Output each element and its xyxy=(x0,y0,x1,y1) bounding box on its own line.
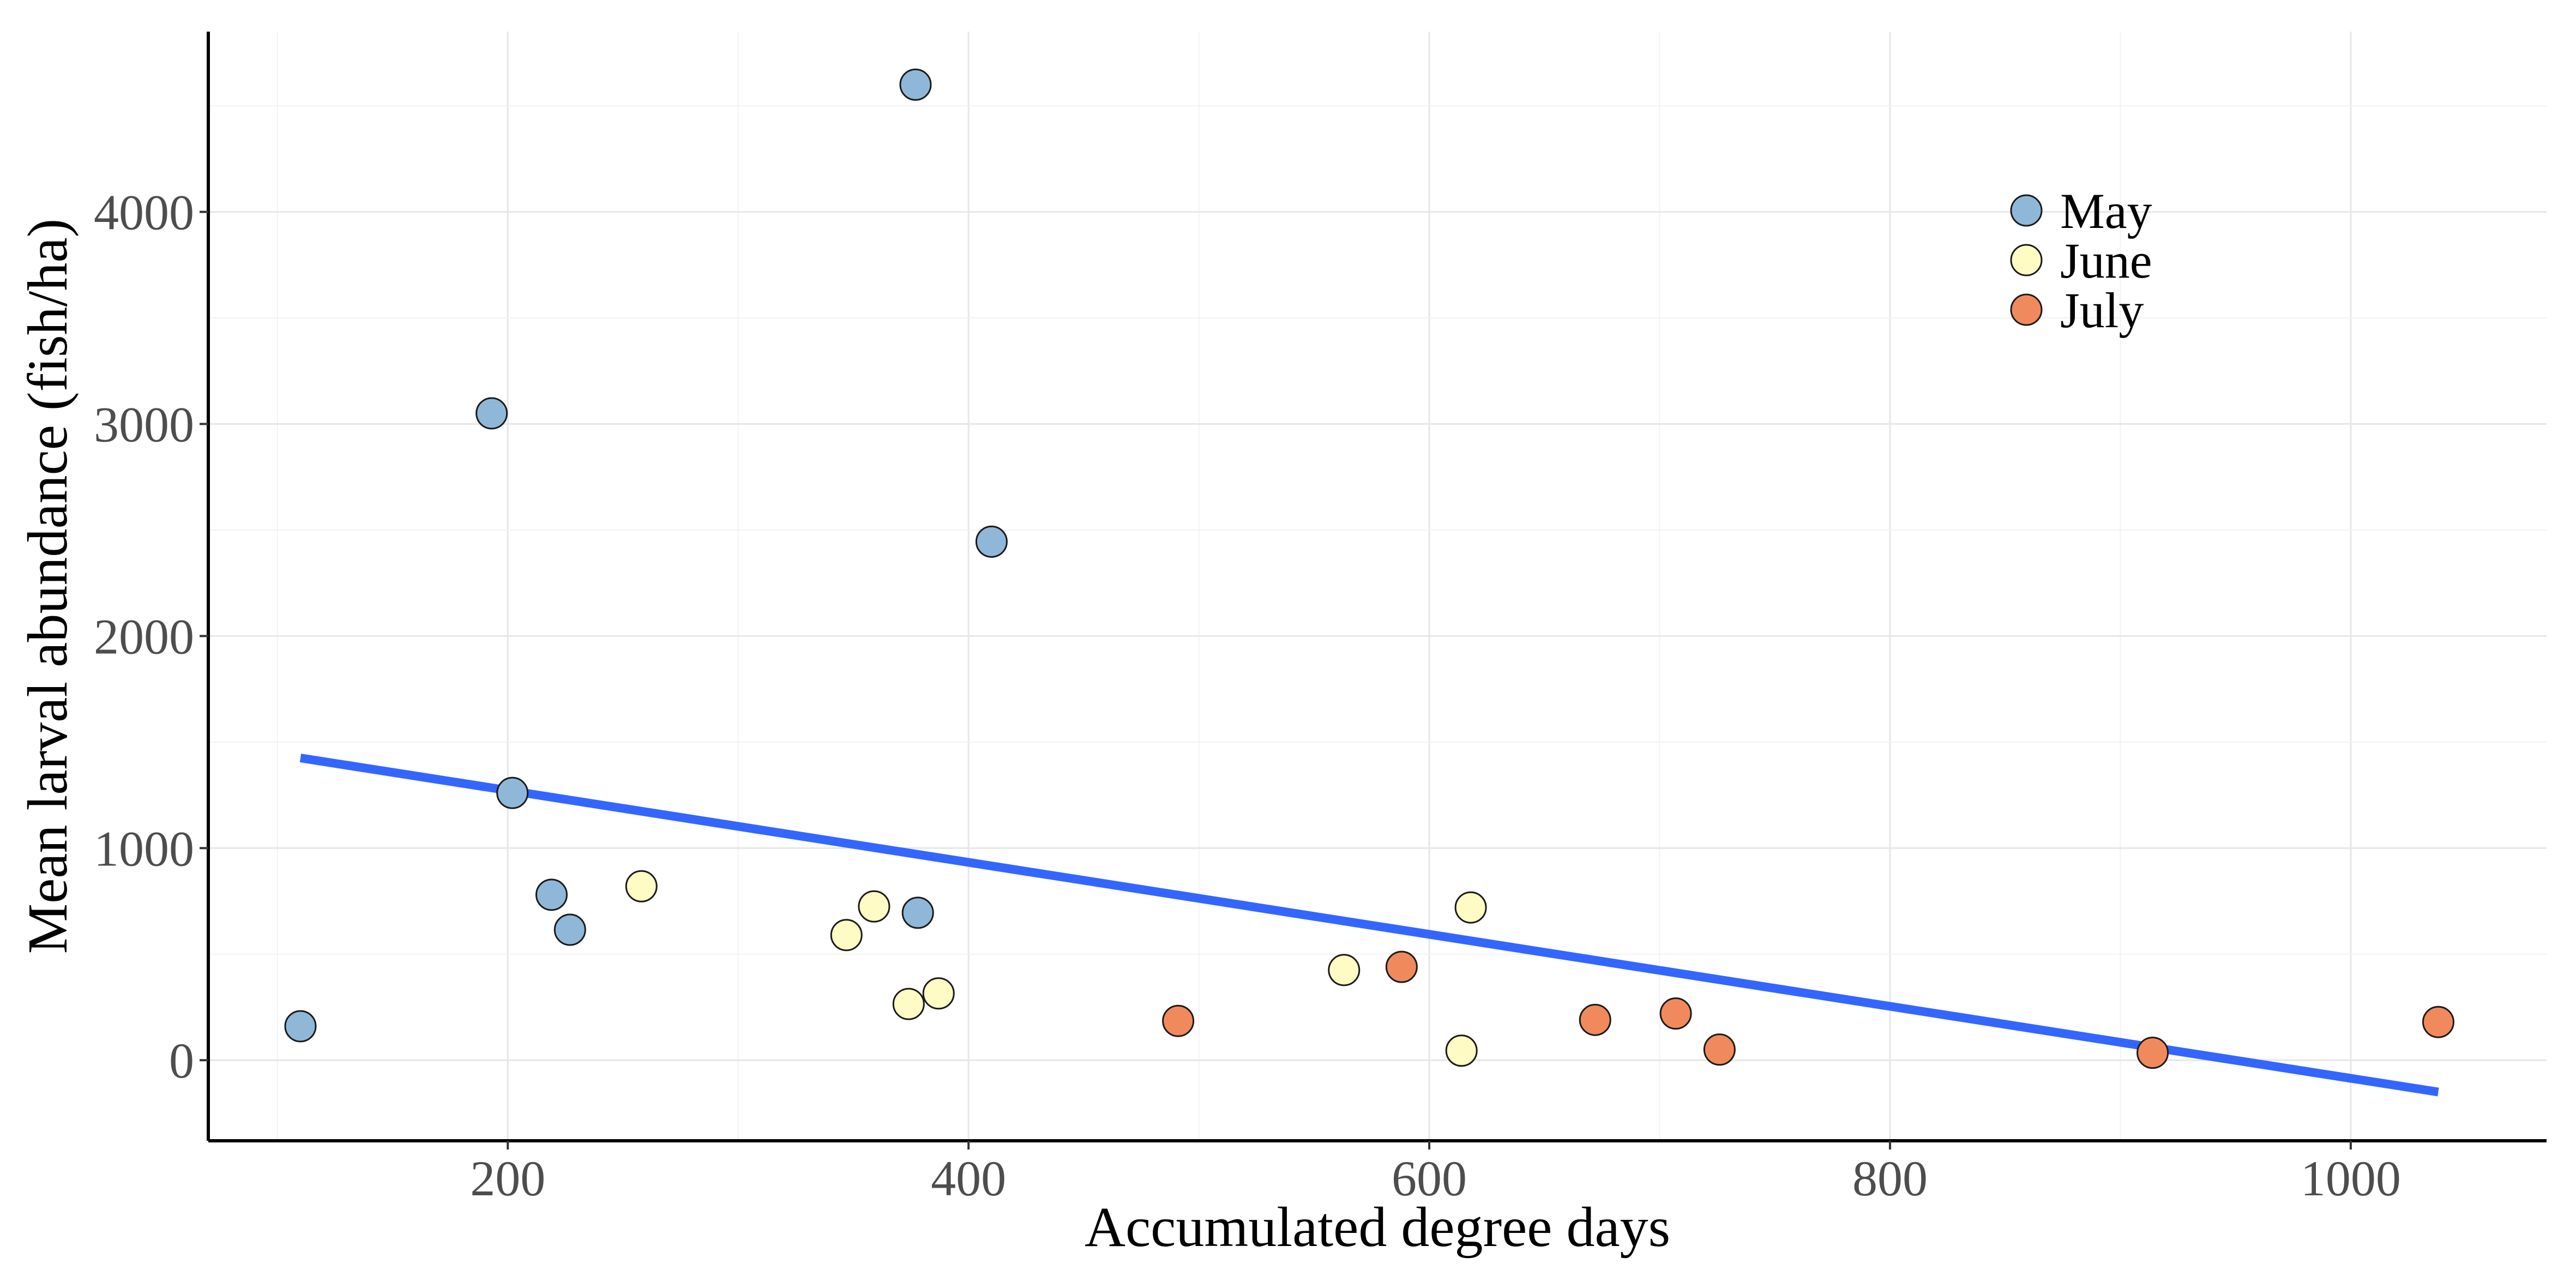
data-point-may xyxy=(553,913,586,946)
data-point-may xyxy=(284,1010,317,1043)
data-point-may xyxy=(496,777,529,809)
grid xyxy=(208,32,2547,1141)
y-tick-label: 2000 xyxy=(94,609,194,664)
data-point-june xyxy=(922,977,955,1010)
y-tick-label: 1000 xyxy=(94,821,194,876)
axes xyxy=(207,32,2547,1142)
data-point-july xyxy=(1659,997,1692,1030)
data-point-june xyxy=(625,870,658,902)
x-tick-label: 400 xyxy=(931,1151,1006,1206)
y-axis-title: Mean larval abundance (fish/ha) xyxy=(16,219,79,954)
data-point-june xyxy=(830,919,863,952)
data-point-may xyxy=(535,878,568,911)
y-tick-label: 0 xyxy=(169,1033,194,1088)
trend-line xyxy=(299,754,2439,1097)
x-tick-label: 800 xyxy=(1852,1151,1928,1206)
data-point-june xyxy=(1445,1034,1478,1067)
data-point-june xyxy=(1328,954,1361,986)
data-point-may xyxy=(901,896,934,929)
data-point-july xyxy=(1579,1003,1611,1036)
data-point-july xyxy=(1703,1033,1736,1066)
data-point-may xyxy=(975,525,1008,558)
data-point-june xyxy=(892,988,925,1020)
data-point-july xyxy=(2136,1037,2169,1069)
data-point-may xyxy=(476,397,508,430)
x-axis-title: Accumulated degree days xyxy=(1085,1196,1670,1259)
legend-key-june xyxy=(2010,244,2043,276)
legend-label-july: July xyxy=(2060,282,2144,338)
ticks: 200 400 600 800 1000 0 1000 2000 3000 4000 xyxy=(94,185,2401,1206)
legend-key-july xyxy=(2010,293,2043,326)
legend-key-may xyxy=(2010,194,2043,227)
data-points xyxy=(284,68,2454,1069)
x-tick-label: 600 xyxy=(1392,1151,1467,1206)
legend-label-june: June xyxy=(2060,233,2152,288)
data-point-july xyxy=(2422,1006,2454,1038)
y-tick-label: 3000 xyxy=(94,396,194,452)
data-point-may xyxy=(899,68,932,101)
data-point-july xyxy=(1385,950,1418,983)
legend-label-may: May xyxy=(2060,183,2152,239)
data-point-june xyxy=(1454,891,1487,924)
x-tick-label: 200 xyxy=(470,1151,545,1206)
data-point-july xyxy=(1162,1004,1195,1037)
y-tick-label: 4000 xyxy=(94,185,194,240)
x-tick-label: 1000 xyxy=(2301,1151,2401,1206)
data-point-june xyxy=(858,890,890,923)
trend-line-group xyxy=(299,754,2439,1097)
